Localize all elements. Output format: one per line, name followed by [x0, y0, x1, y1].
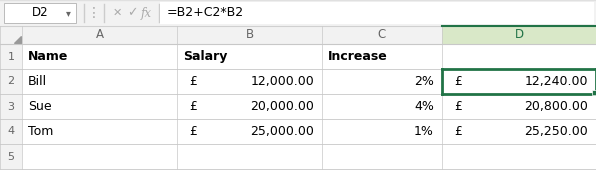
Bar	[0, 26, 596, 44]
Text: A: A	[95, 29, 104, 42]
Text: Tom: Tom	[28, 125, 54, 138]
Bar	[177, 144, 322, 169]
Bar	[0, 144, 22, 169]
Text: 20,000.00: 20,000.00	[250, 100, 314, 113]
Bar	[442, 94, 596, 119]
Bar	[442, 26, 596, 44]
Bar	[0, 94, 22, 119]
Bar	[0, 44, 22, 69]
Text: 2: 2	[7, 77, 14, 86]
Text: 20,800.00: 20,800.00	[524, 100, 588, 113]
Text: £: £	[454, 100, 462, 113]
Text: 12,000.00: 12,000.00	[250, 75, 314, 88]
Bar	[22, 94, 177, 119]
Text: 25,000.00: 25,000.00	[250, 125, 314, 138]
Bar	[442, 119, 596, 144]
Text: Salary: Salary	[183, 50, 228, 63]
Text: £: £	[189, 75, 197, 88]
Bar	[4, 3, 76, 23]
Text: Bill: Bill	[28, 75, 47, 88]
Bar	[177, 94, 322, 119]
Text: 2%: 2%	[414, 75, 434, 88]
Bar	[160, 2, 594, 24]
Bar	[0, 69, 22, 94]
Text: ⋮: ⋮	[87, 6, 101, 20]
Text: 1: 1	[8, 52, 14, 61]
Text: £: £	[454, 125, 462, 138]
Text: 5: 5	[8, 152, 14, 161]
Text: £: £	[454, 75, 462, 88]
Text: ▾: ▾	[66, 8, 70, 18]
Text: 1%: 1%	[414, 125, 434, 138]
Bar	[22, 144, 177, 169]
Bar	[0, 26, 22, 44]
Bar	[442, 69, 596, 94]
Text: Sue: Sue	[28, 100, 52, 113]
Text: fx: fx	[141, 7, 151, 20]
Text: 3: 3	[8, 102, 14, 111]
Text: Increase: Increase	[328, 50, 388, 63]
Text: £: £	[189, 100, 197, 113]
Polygon shape	[14, 36, 21, 43]
Text: Name: Name	[28, 50, 69, 63]
Bar	[22, 69, 177, 94]
Bar	[442, 144, 596, 169]
Text: ✓: ✓	[127, 7, 137, 20]
Text: B: B	[246, 29, 253, 42]
Text: 25,250.00: 25,250.00	[524, 125, 588, 138]
Bar	[322, 26, 442, 44]
Bar	[0, 0, 596, 26]
Text: £: £	[189, 125, 197, 138]
Bar	[177, 119, 322, 144]
Text: ✕: ✕	[112, 8, 122, 18]
Text: C: C	[378, 29, 386, 42]
Text: D2: D2	[32, 7, 48, 20]
Bar	[322, 144, 442, 169]
Bar	[22, 26, 177, 44]
Text: 4%: 4%	[414, 100, 434, 113]
Bar	[322, 44, 442, 69]
Bar	[177, 26, 322, 44]
Bar	[442, 44, 596, 69]
Text: 12,240.00: 12,240.00	[524, 75, 588, 88]
Bar	[177, 69, 322, 94]
Text: =B2+C2*B2: =B2+C2*B2	[167, 7, 244, 20]
Bar	[592, 90, 596, 95]
Bar	[177, 44, 322, 69]
Bar	[322, 119, 442, 144]
Bar	[22, 44, 177, 69]
Bar	[22, 119, 177, 144]
Text: D: D	[514, 29, 523, 42]
Text: 4: 4	[7, 127, 14, 136]
Bar	[0, 119, 22, 144]
Bar	[322, 94, 442, 119]
Bar	[322, 69, 442, 94]
